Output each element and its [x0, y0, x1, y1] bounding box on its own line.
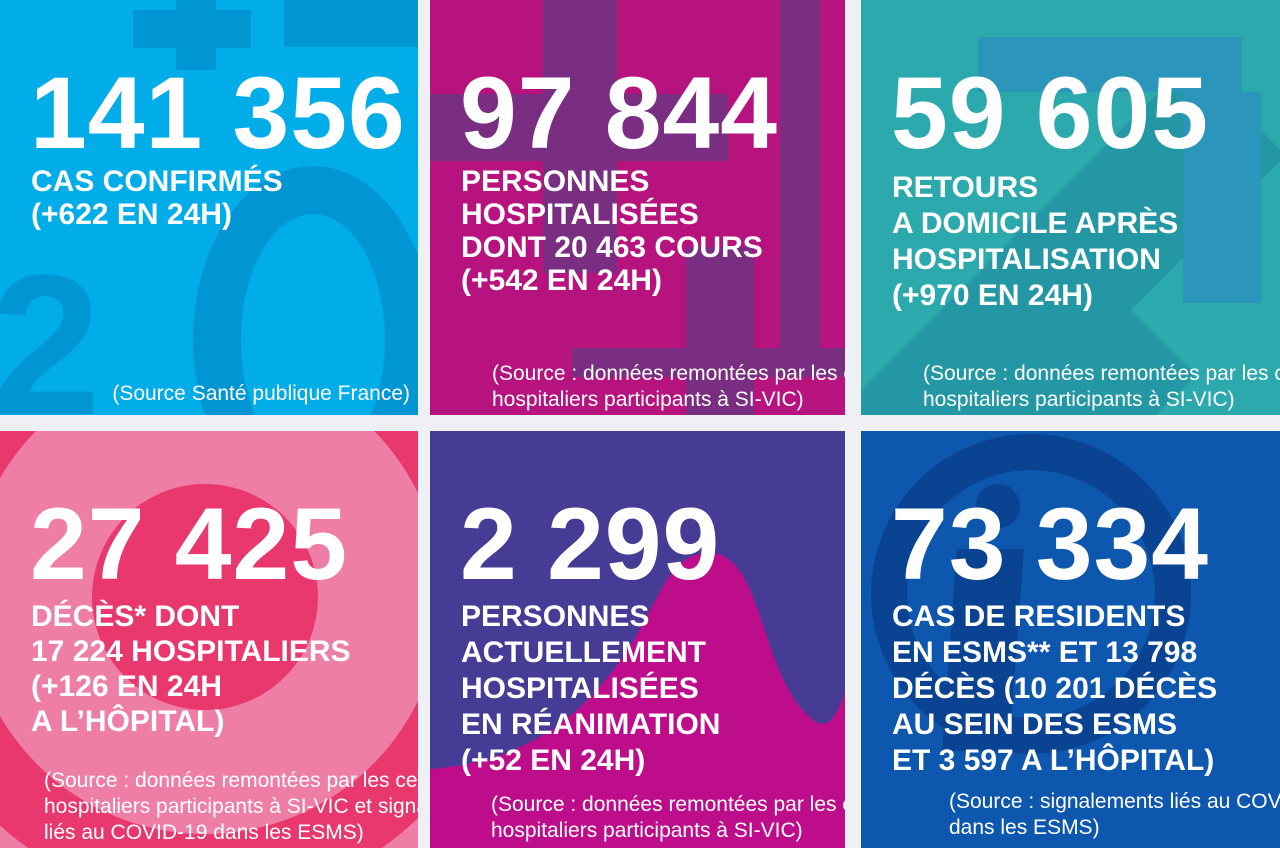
stat-label: CAS DE RESIDENTS EN ESMS** ET 13 798 DÉC… — [892, 599, 1217, 779]
stat-label: DÉCÈS* DONT 17 224 HOSPITALIERS (+126 EN… — [31, 599, 351, 739]
stat-value: 2 299 — [460, 487, 721, 601]
stat-label-line: DÉCÈS (10 201 DÉCÈS — [892, 672, 1218, 705]
stat-label-line: HOSPITALISÉES — [461, 198, 699, 231]
plus-icon — [176, 0, 216, 70]
stat-source-line: dans les ESMS) — [949, 816, 1100, 839]
stat-source-line: (Source : signalements liés au COVID-19 — [949, 790, 1280, 813]
stat-source-line: hospitaliers participants à SI-VIC) — [923, 388, 1235, 411]
stat-source-line: liés au COVID-19 dans les ESMS) — [44, 821, 364, 844]
stat-label: PERSONNES HOSPITALISÉES DONT 20 463 COUR… — [461, 165, 763, 297]
stat-card-personnes-hospitalisees: 97 844 PERSONNES HOSPITALISÉES DONT 20 4… — [430, 0, 845, 415]
stat-value: 59 605 — [891, 56, 1209, 170]
stat-label-line: HOSPITALISATION — [892, 243, 1161, 276]
arrowhead-bar — [978, 37, 1242, 92]
stat-label-line: (+622 EN 24H) — [31, 198, 232, 231]
stat-value: 73 334 — [891, 487, 1209, 601]
digit-2-decoration: 2 — [0, 234, 102, 416]
stat-label-line: A L’HÔPITAL) — [31, 705, 225, 738]
stat-label-line: A DOMICILE APRÈS — [892, 207, 1179, 240]
cross-decoration — [686, 247, 754, 415]
stat-label-line: CAS CONFIRMÉS — [31, 165, 283, 198]
stat-label-line: ACTUELLEMENT — [461, 636, 706, 669]
stat-source: (Source : données remontées par les cent… — [923, 361, 1280, 413]
stat-source: (Source : données remontées par les cent… — [44, 768, 418, 846]
stat-label-line: (+52 EN 24H) — [461, 744, 646, 777]
stat-source-line: (Source : données remontées par les cent… — [492, 362, 845, 385]
bullseye-decoration — [92, 484, 318, 710]
stat-label-line: (+970 EN 24H) — [892, 279, 1093, 312]
stat-label-line: HOSPITALISÉES — [461, 672, 699, 705]
arrowhead-bar — [1183, 92, 1261, 303]
stat-source: (Source : données remontées par les cent… — [491, 792, 845, 844]
stat-source-line: (Source : données remontées par les cent… — [491, 793, 845, 816]
stat-label: RETOURS A DOMICILE APRÈS HOSPITALISATION… — [892, 170, 1178, 314]
stat-label: CAS CONFIRMÉS (+622 EN 24H) — [31, 165, 283, 231]
arrow-shaft — [861, 60, 1280, 415]
stat-source: (Source : données remontées par les cent… — [492, 361, 845, 413]
stat-source-line: (Source : données remontées par les cent… — [44, 769, 418, 792]
cross-decoration — [572, 348, 845, 377]
stat-value: 27 425 — [30, 487, 348, 601]
stat-label-line: DONT 20 463 COURS — [461, 231, 763, 264]
stat-label-line: EN RÉANIMATION — [461, 708, 721, 741]
info-icon-stem-shape — [942, 549, 1024, 751]
cross-decoration — [780, 0, 820, 352]
arrow-decoration — [861, 60, 1280, 415]
stat-label-line: PERSONNES — [461, 165, 650, 198]
stat-card-reanimation: 2 299 PERSONNES ACTUELLEMENT HOSPITALISÉ… — [430, 431, 845, 848]
stat-label-line: EN ESMS** ET 13 798 — [892, 636, 1198, 669]
stat-card-deces: 27 425 DÉCÈS* DONT 17 224 HOSPITALIERS (… — [0, 431, 418, 848]
stat-source: (Source : signalements liés au COVID-19 … — [949, 789, 1280, 841]
wave-shape — [430, 553, 845, 848]
stat-label-line: DÉCÈS* DONT — [31, 600, 240, 633]
stat-value: 141 356 — [30, 56, 406, 170]
arrow-stripe — [1016, 305, 1196, 415]
info-icon-dot — [976, 484, 1020, 528]
stat-label-line: ET 3 597 A L’HÔPITAL) — [892, 744, 1215, 777]
stat-label-line: (+126 EN 24H — [31, 670, 222, 703]
stat-source: (Source Santé publique France) — [112, 381, 410, 407]
stat-label: PERSONNES ACTUELLEMENT HOSPITALISÉES EN … — [461, 599, 720, 779]
stat-label-line: PERSONNES — [461, 600, 650, 633]
stat-label-line: CAS DE RESIDENTS — [892, 600, 1186, 633]
stat-label-line: 17 224 HOSPITALIERS — [31, 635, 351, 668]
stat-label-line: RETOURS — [892, 171, 1039, 204]
stat-source-line: (Source Santé publique France) — [112, 382, 410, 405]
info-icon-stem — [942, 549, 1024, 751]
stat-card-retours-domicile: 59 605 RETOURS A DOMICILE APRÈS HOSPITAL… — [861, 0, 1280, 415]
stat-label-line: (+542 EN 24H) — [461, 264, 662, 297]
stat-source-line: (Source : données remontées par les cent… — [923, 362, 1280, 385]
cross-decoration — [430, 94, 728, 161]
stat-card-cas-confirmes: 2 141 356 CAS CONFIRMÉS (+622 EN 24H) (S… — [0, 0, 418, 415]
stat-source-line: hospitaliers participants à SI-VIC et si… — [44, 795, 418, 818]
wave-decoration — [430, 553, 845, 848]
stat-card-cas-esms: 73 334 CAS DE RESIDENTS EN ESMS** ET 13 … — [861, 431, 1280, 848]
stat-source-line: hospitaliers participants à SI-VIC) — [492, 388, 804, 411]
stat-source-line: hospitaliers participants à SI-VIC) — [491, 819, 803, 842]
block-decoration — [284, 0, 418, 47]
stat-value: 97 844 — [460, 56, 778, 170]
stat-label-line: AU SEIN DES ESMS — [892, 708, 1178, 741]
